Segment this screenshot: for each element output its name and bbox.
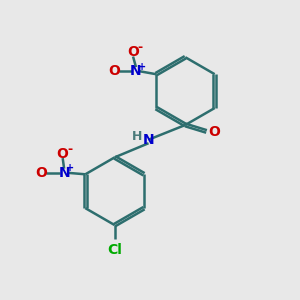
Text: -: - [68, 143, 73, 156]
Text: O: O [127, 45, 139, 59]
Text: O: O [208, 125, 220, 139]
Text: O: O [35, 166, 47, 180]
Text: N: N [130, 64, 142, 78]
Text: O: O [57, 147, 69, 161]
Text: -: - [138, 41, 143, 54]
Text: +: + [66, 163, 74, 173]
Text: +: + [138, 61, 146, 71]
Text: O: O [108, 64, 120, 78]
Text: N: N [143, 133, 154, 147]
Text: H: H [132, 130, 142, 143]
Text: Cl: Cl [107, 243, 122, 257]
Text: N: N [58, 166, 70, 180]
